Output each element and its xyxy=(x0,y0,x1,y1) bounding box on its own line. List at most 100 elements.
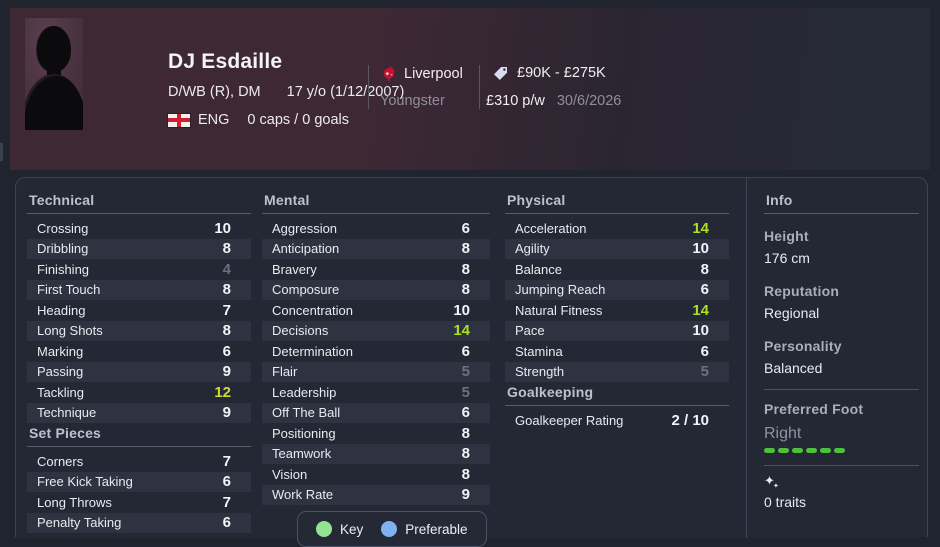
attribute-row: Anticipation 8 xyxy=(262,238,490,259)
attribute-value: 6 xyxy=(222,342,231,360)
attribute-value: 5 xyxy=(461,363,470,381)
section-title-mental: Mental xyxy=(264,192,310,208)
attribute-value: 8 xyxy=(461,260,470,278)
section-rule xyxy=(27,213,251,214)
attribute-row: Free Kick Taking 6 xyxy=(27,471,251,492)
attribute-label: Pace xyxy=(515,323,545,339)
attribute-label: Leadership xyxy=(272,384,337,400)
foot-bar-segment xyxy=(820,448,831,453)
key-legend-label: Key xyxy=(340,521,364,537)
attribute-value: 14 xyxy=(453,322,470,340)
attribute-row: Strength 5 xyxy=(505,361,729,382)
section-rule xyxy=(505,213,729,214)
attribute-row: Off The Ball 6 xyxy=(262,402,490,423)
attribute-label: Work Rate xyxy=(272,487,334,503)
attribute-label: Balance xyxy=(515,261,562,277)
attribute-value: 6 xyxy=(222,473,231,491)
attribute-label: Heading xyxy=(37,302,86,318)
section-rule xyxy=(27,446,251,447)
attribute-value: 12 xyxy=(214,383,231,401)
attribute-value: 8 xyxy=(222,281,231,299)
attribute-row: Concentration 10 xyxy=(262,300,490,321)
attribute-value: 7 xyxy=(222,301,231,319)
nation-code: ENG xyxy=(198,112,230,128)
attribute-row: Finishing 4 xyxy=(27,259,251,280)
wage: £310 p/w xyxy=(486,93,545,109)
price-tag-icon xyxy=(494,66,507,80)
attribute-label: Corners xyxy=(37,453,84,469)
preferable-legend-label: Preferable xyxy=(405,521,468,537)
header-divider xyxy=(368,65,369,109)
attribute-legend: Key Preferable xyxy=(297,511,487,547)
attribute-value: 6 xyxy=(222,514,231,532)
reputation-value: Regional xyxy=(764,305,820,321)
attribute-value: 9 xyxy=(461,486,470,504)
attribute-label: Strength xyxy=(515,364,565,380)
attribute-label: First Touch xyxy=(37,282,101,298)
attribute-row: Long Shots 8 xyxy=(27,320,251,341)
attribute-label: Positioning xyxy=(272,425,336,441)
attribute-value: 5 xyxy=(700,363,709,381)
attribute-row: Composure 8 xyxy=(262,279,490,300)
england-flag-icon xyxy=(168,113,190,127)
technical-rows: Crossing 10 Dribbling 8 Finishing 4 First Touc… xyxy=(27,218,251,423)
attribute-row: Acceleration 14 xyxy=(505,218,729,239)
header-divider xyxy=(479,65,480,109)
attribute-value: 8 xyxy=(461,281,470,299)
foot-bar-segment xyxy=(792,448,803,453)
attribute-label: Long Throws xyxy=(37,494,112,510)
attribute-value: 9 xyxy=(222,404,231,422)
liverpool-crest-icon xyxy=(383,65,395,82)
info-divider xyxy=(764,389,919,390)
attribute-label: Free Kick Taking xyxy=(37,474,133,490)
traits-count: 0 traits xyxy=(764,494,807,510)
attribute-value: 14 xyxy=(692,219,709,237)
mental-column: Mental Aggression 6 Anticipation 8 Bravery 8 C… xyxy=(262,178,490,505)
attribute-row: Leadership 5 xyxy=(262,382,490,403)
attribute-row: Bravery 8 xyxy=(262,259,490,280)
squad-status: Youngster xyxy=(380,93,445,109)
info-divider xyxy=(764,465,919,466)
attribute-label: Anticipation xyxy=(272,241,340,257)
info-sidebar: Info Height 176 cm Reputation Regional P… xyxy=(764,178,919,510)
contract-end-date: 30/6/2026 xyxy=(556,93,622,109)
attribute-value: 6 xyxy=(461,219,470,237)
attribute-label: Acceleration xyxy=(515,220,587,236)
foot-bar-segment xyxy=(806,448,817,453)
section-title-physical: Physical xyxy=(507,192,566,208)
foot-strength-bar xyxy=(764,448,919,453)
attribute-label: Goalkeeper Rating xyxy=(515,412,624,428)
preferred-foot-label: Preferred Foot xyxy=(764,401,864,417)
transfer-value: £90K - £275K xyxy=(517,65,606,81)
attribute-row: Passing 9 xyxy=(27,361,251,382)
attribute-value: 14 xyxy=(692,301,709,319)
physical-rows: Acceleration 14 Agility 10 Balance 8 Jumping R… xyxy=(505,218,729,382)
attribute-label: Bravery xyxy=(272,261,317,277)
attribute-label: Marking xyxy=(37,343,84,359)
attribute-row: First Touch 8 xyxy=(27,279,251,300)
attribute-value: 6 xyxy=(461,342,470,360)
key-legend-dot xyxy=(316,521,332,537)
attribute-row: Work Rate 9 xyxy=(262,484,490,505)
preferable-legend-dot xyxy=(381,521,398,537)
player-positions: D/WB (R), DM xyxy=(168,84,261,100)
height-label: Height xyxy=(764,228,809,244)
attribute-value: 10 xyxy=(453,301,470,319)
club-name[interactable]: Liverpool xyxy=(404,65,463,82)
attribute-value: 5 xyxy=(461,383,470,401)
player-header: DJ Esdaille D/WB (R), DM 17 y/o (1/12/20… xyxy=(10,8,930,170)
attribute-row: Corners 7 xyxy=(27,451,251,472)
attribute-label: Decisions xyxy=(272,323,329,339)
set-pieces-rows: Corners 7 Free Kick Taking 6 Long Throws 7 Pen… xyxy=(27,451,251,533)
player-photo xyxy=(25,18,83,130)
attribute-label: Teamwork xyxy=(272,446,332,462)
section-title-set-pieces: Set Pieces xyxy=(29,425,102,441)
attribute-label: Passing xyxy=(37,364,84,380)
attribute-row: Goalkeeper Rating 2 / 10 xyxy=(505,410,729,431)
attribute-label: Agility xyxy=(515,241,550,257)
section-title-technical: Technical xyxy=(29,192,95,208)
attribute-value: 6 xyxy=(700,281,709,299)
attribute-label: Stamina xyxy=(515,343,563,359)
attribute-value: 8 xyxy=(222,240,231,258)
attribute-row: Long Throws 7 xyxy=(27,492,251,513)
